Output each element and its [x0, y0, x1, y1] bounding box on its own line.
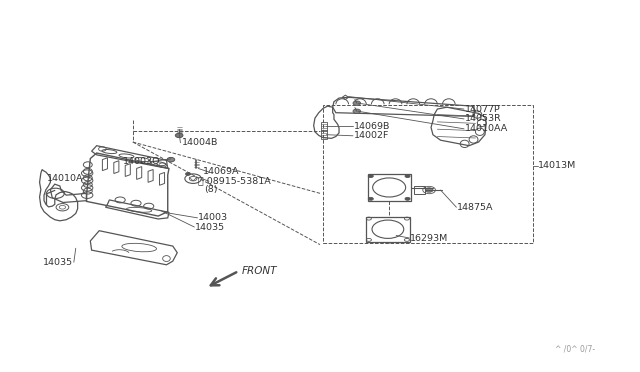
Text: 14010AA: 14010AA — [465, 124, 508, 133]
Text: 14003Q: 14003Q — [124, 157, 161, 166]
Text: 14077P: 14077P — [465, 105, 500, 113]
Text: ^ /0^ 0/7-: ^ /0^ 0/7- — [555, 344, 595, 353]
Circle shape — [175, 133, 183, 138]
Text: 14004B: 14004B — [182, 138, 219, 147]
Circle shape — [368, 174, 373, 177]
Bar — [414, 186, 426, 194]
Circle shape — [353, 109, 360, 113]
Text: 14069B: 14069B — [354, 122, 390, 131]
Circle shape — [405, 174, 410, 177]
Text: 14003: 14003 — [198, 214, 228, 222]
Text: 14002F: 14002F — [354, 131, 389, 140]
Text: 14069A: 14069A — [203, 167, 239, 176]
Circle shape — [186, 173, 191, 175]
Bar — [367, 174, 411, 201]
Text: 16293M: 16293M — [410, 234, 449, 243]
Circle shape — [368, 198, 373, 200]
Text: 14010A: 14010A — [47, 174, 84, 183]
Text: 14875A: 14875A — [457, 203, 493, 212]
Text: 14035: 14035 — [195, 222, 225, 231]
Text: ⓥ 08915-5381A: ⓥ 08915-5381A — [198, 177, 271, 186]
Circle shape — [167, 157, 175, 162]
Text: 14013M: 14013M — [538, 161, 576, 170]
Circle shape — [405, 198, 410, 200]
Bar — [323, 105, 532, 243]
Text: (8): (8) — [205, 185, 218, 194]
Text: 14053R: 14053R — [465, 115, 501, 124]
Text: 14035: 14035 — [43, 258, 73, 267]
Circle shape — [426, 188, 433, 192]
Text: FRONT: FRONT — [242, 266, 278, 276]
Circle shape — [353, 101, 360, 105]
Bar — [365, 217, 410, 242]
